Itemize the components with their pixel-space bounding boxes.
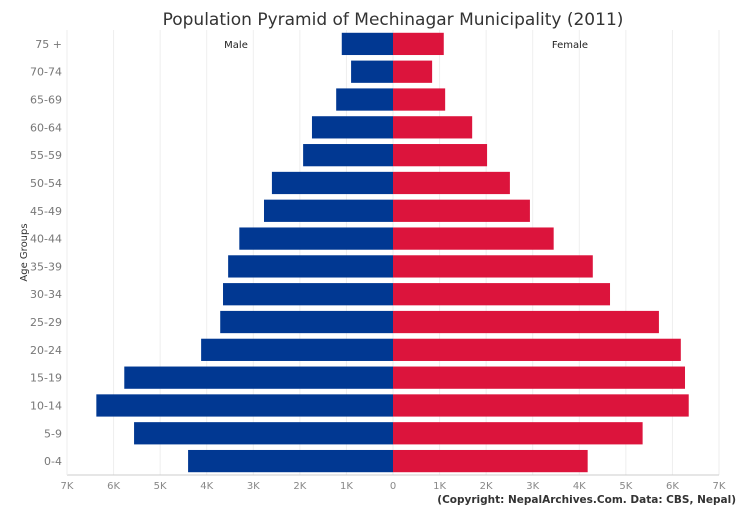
male-bar [271,171,393,195]
y-axis-title: Age Groups [19,223,30,281]
y-tick-label: 30-34 [30,288,62,301]
male-bar [220,310,393,334]
y-tick-label: 50-54 [30,177,62,190]
female-bar [393,338,681,361]
y-tick-label: 40-44 [30,233,62,246]
x-tick-label: 7K [61,481,74,492]
male-bar [351,60,393,83]
male-bar [124,366,393,389]
female-bar [393,116,473,139]
male-bar [303,144,393,167]
x-tick-label: 7K [713,481,726,492]
female-bar [393,227,554,250]
x-tick-label: 1K [340,481,353,492]
male-bar [134,422,393,445]
x-tick-label: 3K [247,481,260,492]
female-bar [393,422,643,445]
female-bar [393,449,588,473]
female-bar [393,283,611,306]
male-bar [341,32,393,56]
male-bar [311,116,393,139]
y-tick-label: 5-9 [44,427,62,440]
y-tick-label: 55-59 [30,149,62,162]
male-bar [223,283,393,306]
x-tick-label: 0 [390,481,396,492]
x-tick-label: 5K [154,481,167,492]
female-bar [393,144,488,167]
male-bar [188,449,393,473]
male-bar [96,394,393,417]
chart-title: Population Pyramid of Mechinagar Municip… [162,10,624,30]
y-tick-label: 25-29 [30,316,62,329]
y-tick-label: 65-69 [30,94,62,107]
y-tick-label: 15-19 [30,372,62,385]
female-bar [393,60,433,83]
female-bar [393,199,530,222]
legend-female: Female [552,40,588,51]
female-bar [393,88,446,111]
y-tick-label: 45-49 [30,205,62,218]
y-tick-label: 75 + [35,38,62,51]
x-tick-label: 6K [107,481,120,492]
y-tick-label: 60-64 [30,121,62,134]
female-bar [393,366,686,389]
female-bar [393,255,593,278]
y-tick-label: 10-14 [30,399,62,412]
x-tick-label: 5K [619,481,632,492]
female-bar [393,310,659,334]
x-tick-label: 3K [526,481,539,492]
male-bar [201,338,393,361]
female-bar [393,394,689,417]
female-bar [393,32,444,56]
male-bar [228,255,393,278]
y-tick-label: 70-74 [30,66,62,79]
x-tick-label: 4K [200,481,213,492]
x-tick-label: 4K [573,481,586,492]
male-bar [239,227,393,250]
male-bar [263,199,393,222]
female-bar [393,171,510,195]
x-tick-label: 6K [666,481,679,492]
y-tick-label: 35-39 [30,260,62,273]
legend-male: Male [224,40,248,51]
male-bar [336,88,393,111]
x-tick-label: 1K [433,481,446,492]
y-tick-label: 20-24 [30,344,62,357]
x-tick-label: 2K [480,481,493,492]
y-tick-label: 0-4 [44,455,62,468]
copyright-footer: (Copyright: NepalArchives.Com. Data: CBS… [437,494,736,506]
x-tick-label: 2K [293,481,306,492]
